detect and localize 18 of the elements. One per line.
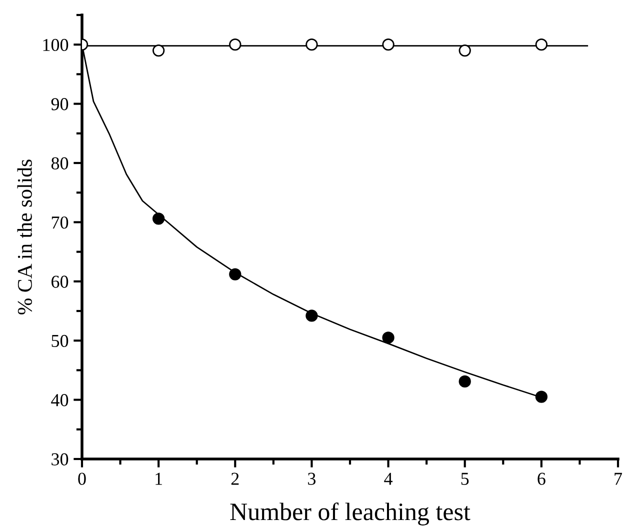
- x-tick-label: 7: [614, 472, 622, 485]
- y-tick-label: 100: [43, 38, 68, 52]
- y-tick-label: 50: [52, 334, 68, 348]
- x-tick-label: 2: [231, 472, 239, 485]
- y-tick-label: 90: [51, 98, 68, 110]
- x-tick-label: 3: [308, 472, 316, 485]
- x-tick-label: 4: [384, 472, 393, 485]
- y-axis-title: % CA in the solids: [17, 160, 32, 314]
- x-tick-label: 5: [461, 472, 469, 485]
- y-tick-label: 70: [52, 216, 68, 229]
- y-tick-label: 60: [52, 276, 68, 288]
- y-tick-label: 80: [51, 157, 68, 170]
- x-tick-label: 6: [538, 472, 546, 485]
- y-tick-label: 30: [52, 453, 68, 466]
- x-tick-label: 1: [156, 472, 162, 485]
- y-tick-label: 40: [51, 394, 68, 406]
- x-axis-title: Number of leaching test: [230, 502, 470, 526]
- x-tick-label: 0: [78, 472, 86, 485]
